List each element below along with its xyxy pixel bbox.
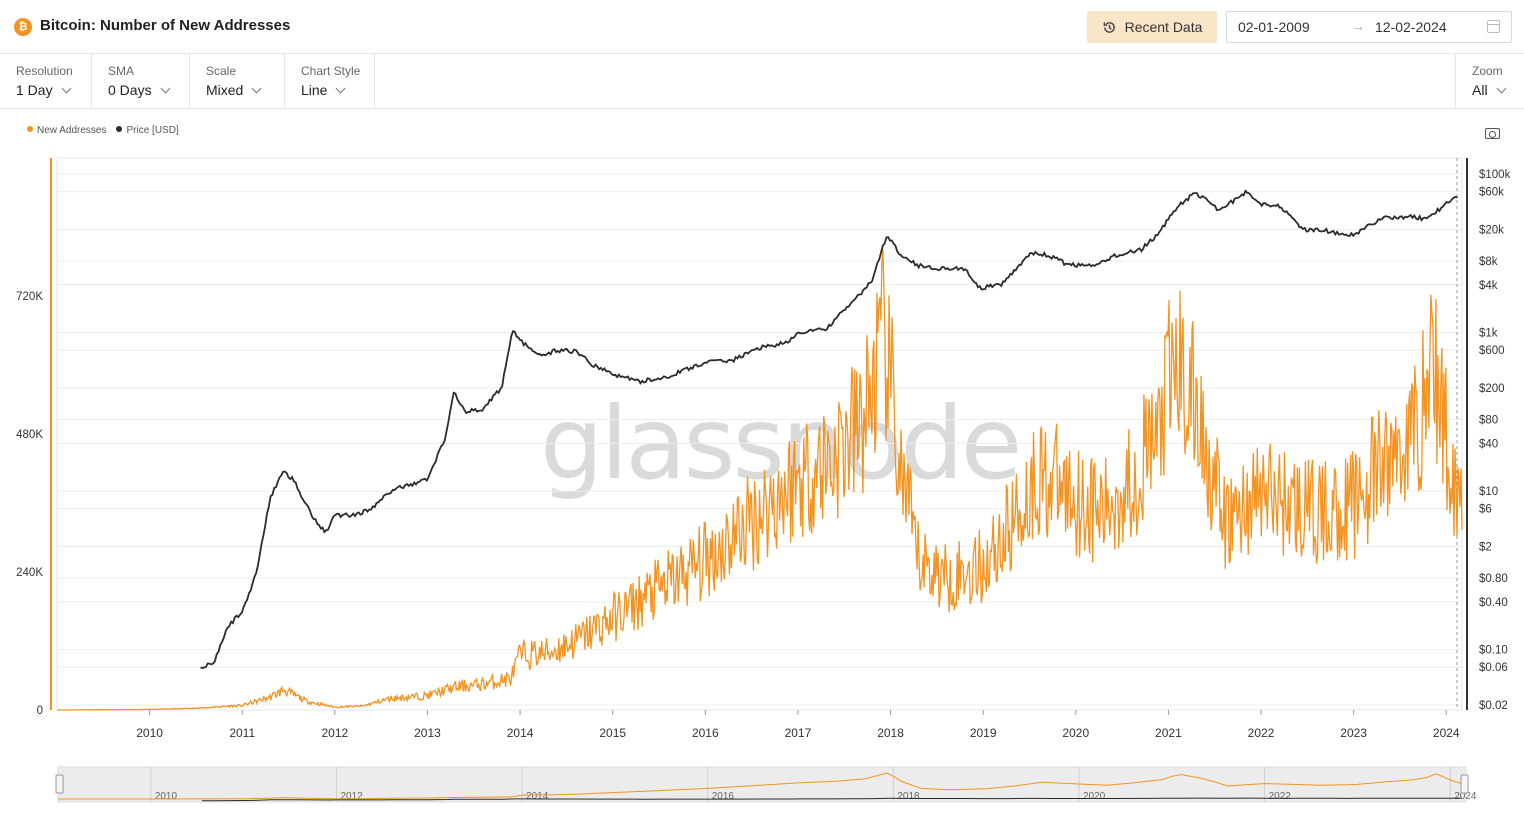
page-title: Bitcoin: Number of New Addresses bbox=[40, 17, 291, 34]
x-tick-label: 2018 bbox=[877, 726, 904, 740]
x-tick-label: 2016 bbox=[692, 726, 719, 740]
y-left-tick-label: 720K bbox=[16, 291, 43, 303]
y-right-tick-label: $6 bbox=[1479, 504, 1492, 516]
legend-dot-icon bbox=[27, 126, 33, 132]
chart-style-label: Chart Style bbox=[301, 64, 361, 78]
navigator-tick-label: 2022 bbox=[1269, 791, 1292, 802]
x-tick-label: 2010 bbox=[136, 726, 163, 740]
navigator-tick-label: 2012 bbox=[340, 791, 363, 802]
x-tick-label: 2024 bbox=[1433, 726, 1460, 740]
history-icon bbox=[1103, 21, 1115, 33]
chevron-down-icon bbox=[61, 83, 72, 94]
date-end-input[interactable]: 12-02-2024 bbox=[1375, 19, 1447, 35]
resolution-label: Resolution bbox=[16, 64, 73, 78]
zoom-select[interactable]: Zoom All bbox=[1455, 54, 1524, 109]
legend-item-addresses[interactable]: New Addresses bbox=[27, 125, 106, 136]
chevron-down-icon bbox=[160, 83, 171, 94]
header-bar: ₿ Bitcoin: Number of New Addresses Recen… bbox=[0, 0, 1524, 54]
date-range-picker[interactable]: 02-01-2009 → 12-02-2024 bbox=[1226, 11, 1512, 43]
navigator-track bbox=[57, 766, 1467, 803]
recent-data-button[interactable]: Recent Data bbox=[1087, 11, 1217, 43]
x-tick-label: 2019 bbox=[970, 726, 997, 740]
y-right-tick-label: $8k bbox=[1479, 256, 1498, 268]
scale-select[interactable]: Scale Mixed bbox=[190, 54, 285, 109]
chevron-down-icon bbox=[1496, 83, 1507, 94]
y-left-tick-label: 0 bbox=[37, 705, 43, 717]
y-right-tick-label: $0.02 bbox=[1479, 700, 1508, 712]
y-right-tick-label: $80 bbox=[1479, 414, 1498, 426]
series-price bbox=[200, 189, 1458, 669]
navigator-tick-label: 2018 bbox=[897, 791, 920, 802]
sma-label: SMA bbox=[108, 64, 135, 78]
legend-label-addresses: New Addresses bbox=[37, 125, 107, 136]
zoom-value[interactable]: All bbox=[1472, 82, 1507, 98]
x-tick-label: 2017 bbox=[785, 726, 812, 740]
recent-data-label: Recent Data bbox=[1124, 19, 1203, 35]
camera-icon[interactable] bbox=[1485, 128, 1500, 139]
navigator-tick-label: 2014 bbox=[526, 791, 549, 802]
x-tick-label: 2011 bbox=[229, 726, 255, 740]
legend-label-price: Price [USD] bbox=[126, 125, 179, 136]
y-right-tick-label: $0.40 bbox=[1479, 597, 1508, 609]
resolution-select[interactable]: Resolution 1 Day bbox=[0, 54, 92, 109]
y-right-tick-label: $0.10 bbox=[1479, 645, 1508, 657]
y-right-tick-label: $1k bbox=[1479, 328, 1498, 340]
plot-frame bbox=[56, 157, 1463, 711]
navigator-handle[interactable] bbox=[55, 774, 64, 794]
navigator-tick-label: 2010 bbox=[155, 791, 178, 802]
y-right-tick-label: $10 bbox=[1479, 486, 1498, 498]
y-right-tick-label: $40 bbox=[1479, 438, 1498, 450]
chevron-down-icon bbox=[336, 83, 346, 94]
y-right-tick-label: $0.06 bbox=[1479, 662, 1508, 674]
y-right-tick-label: $60k bbox=[1479, 187, 1504, 199]
navigator-tick-label: 2016 bbox=[712, 791, 735, 802]
chart-style-select[interactable]: Chart Style Line bbox=[285, 54, 375, 109]
sma-value[interactable]: 0 Days bbox=[108, 82, 171, 98]
y-right-tick-label: $4k bbox=[1479, 280, 1498, 292]
y-right-tick-label: $100k bbox=[1479, 169, 1511, 181]
legend-dot-icon bbox=[116, 126, 123, 132]
navigator-series-addresses bbox=[58, 772, 1462, 800]
navigator-tick-label: 2024 bbox=[1454, 791, 1477, 802]
scale-label: Scale bbox=[206, 64, 237, 78]
chart-controls: Resolution 1 Day SMA 0 Days Scale Mixed … bbox=[0, 54, 1524, 109]
bitcoin-icon: ₿ bbox=[14, 18, 32, 36]
navigator-tick-label: 2020 bbox=[1083, 791, 1106, 802]
y-right-tick-label: $0.80 bbox=[1479, 573, 1508, 585]
zoom-label: Zoom bbox=[1472, 64, 1503, 78]
navigator-series-price bbox=[201, 797, 1462, 802]
x-tick-label: 2014 bbox=[507, 726, 534, 740]
date-start-input[interactable]: 02-01-2009 bbox=[1238, 19, 1310, 35]
chevron-down-icon bbox=[251, 83, 262, 94]
x-tick-label: 2023 bbox=[1340, 726, 1367, 740]
arrow-right-icon: → bbox=[1351, 18, 1365, 34]
sma-select[interactable]: SMA 0 Days bbox=[92, 54, 190, 109]
x-tick-label: 2012 bbox=[321, 726, 348, 740]
x-tick-label: 2020 bbox=[1062, 726, 1089, 740]
x-tick-label: 2013 bbox=[414, 726, 441, 740]
range-navigator[interactable]: 2010 2012 2014 2016 2018 2020 2022 2024 bbox=[0, 762, 1524, 810]
y-right-tick-label: $200 bbox=[1479, 383, 1505, 395]
chart-style-value[interactable]: Line bbox=[301, 82, 346, 98]
line-chart: $100k $60k $20k $8k $4k $1k $600 $200 $80 $40 $10 $… bbox=[16, 157, 1511, 740]
y-left-tick-label: 480K bbox=[16, 429, 43, 441]
x-tick-label: 2015 bbox=[599, 726, 626, 740]
resolution-value[interactable]: 1 Day bbox=[16, 82, 72, 98]
x-tick-label: 2021 bbox=[1155, 726, 1182, 740]
y-right-tick-label: $20k bbox=[1479, 224, 1504, 236]
y-right-tick-label: $2 bbox=[1479, 541, 1492, 553]
scale-value[interactable]: Mixed bbox=[206, 82, 262, 98]
legend-item-price[interactable]: Price [USD] bbox=[116, 125, 179, 136]
series-new-addresses bbox=[57, 248, 1463, 711]
chart-legend: New Addresses Price [USD] bbox=[27, 125, 179, 136]
y-left-tick-label: 240K bbox=[16, 567, 43, 579]
calendar-icon[interactable] bbox=[1487, 20, 1500, 33]
navigator-handle[interactable] bbox=[1460, 774, 1469, 794]
y-right-tick-label: $600 bbox=[1479, 345, 1505, 357]
x-tick-label: 2022 bbox=[1248, 726, 1275, 740]
